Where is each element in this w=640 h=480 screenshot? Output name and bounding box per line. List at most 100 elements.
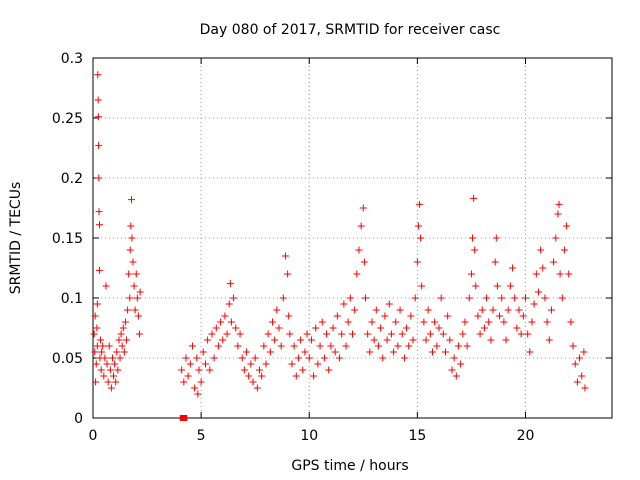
data-point bbox=[534, 288, 542, 296]
data-point bbox=[368, 318, 376, 326]
data-point bbox=[186, 360, 194, 368]
data-point bbox=[108, 354, 116, 362]
data-point bbox=[555, 200, 563, 208]
data-point bbox=[431, 318, 439, 326]
data-points bbox=[90, 71, 589, 421]
data-point bbox=[379, 354, 387, 362]
data-point bbox=[355, 246, 363, 254]
data-point bbox=[193, 354, 201, 362]
data-point bbox=[127, 196, 135, 204]
data-point bbox=[111, 360, 119, 368]
data-point bbox=[110, 372, 118, 380]
x-tick-label: 0 bbox=[89, 428, 98, 444]
data-point bbox=[268, 318, 276, 326]
data-point bbox=[299, 366, 307, 374]
data-point bbox=[383, 336, 391, 344]
x-tick-label: 10 bbox=[300, 428, 318, 444]
data-point bbox=[113, 348, 121, 356]
data-point bbox=[349, 330, 356, 338]
data-point bbox=[450, 354, 458, 362]
data-point bbox=[127, 222, 135, 230]
data-point bbox=[320, 354, 328, 362]
data-point bbox=[126, 246, 134, 254]
data-point bbox=[197, 378, 205, 386]
data-point bbox=[361, 294, 369, 302]
data-point bbox=[117, 330, 125, 338]
data-point bbox=[558, 294, 566, 302]
data-point bbox=[364, 330, 372, 338]
data-point bbox=[223, 330, 231, 338]
data-point bbox=[305, 354, 313, 362]
data-point bbox=[359, 204, 367, 212]
data-point bbox=[485, 318, 493, 326]
data-point bbox=[411, 294, 419, 302]
data-point bbox=[126, 294, 134, 302]
data-point bbox=[441, 348, 449, 356]
data-point bbox=[524, 330, 532, 338]
data-point bbox=[284, 270, 292, 278]
data-point bbox=[476, 330, 484, 338]
data-point bbox=[374, 342, 382, 350]
data-point bbox=[236, 330, 244, 338]
data-point bbox=[118, 342, 126, 350]
data-point bbox=[301, 348, 309, 356]
data-point bbox=[424, 306, 432, 314]
data-point bbox=[271, 336, 279, 344]
data-point bbox=[500, 318, 508, 326]
data-point bbox=[97, 336, 105, 344]
data-point bbox=[312, 324, 320, 332]
data-point bbox=[91, 312, 99, 320]
data-point bbox=[95, 208, 103, 216]
data-point bbox=[275, 324, 283, 332]
data-point bbox=[422, 336, 430, 344]
y-tick-label: 0.25 bbox=[52, 111, 83, 127]
data-point bbox=[133, 294, 141, 302]
data-point bbox=[260, 342, 268, 350]
data-point bbox=[240, 366, 248, 374]
data-point bbox=[433, 342, 441, 350]
data-point bbox=[478, 306, 486, 314]
data-point bbox=[377, 324, 385, 332]
data-point bbox=[366, 348, 374, 356]
data-point bbox=[331, 348, 339, 356]
x-axis-label: GPS time / hours bbox=[291, 458, 408, 474]
data-point bbox=[247, 360, 255, 368]
data-point bbox=[292, 372, 300, 380]
data-point bbox=[426, 330, 434, 338]
data-point bbox=[552, 234, 560, 242]
x-tick-label: 20 bbox=[517, 428, 535, 444]
data-point bbox=[554, 210, 562, 218]
data-point bbox=[467, 270, 475, 278]
data-point bbox=[225, 300, 233, 308]
data-point bbox=[221, 312, 229, 320]
data-point bbox=[184, 372, 192, 380]
data-point bbox=[121, 318, 129, 326]
data-point bbox=[106, 366, 114, 374]
data-point bbox=[245, 372, 253, 380]
data-point bbox=[325, 366, 333, 374]
data-point bbox=[413, 258, 421, 266]
data-point bbox=[480, 324, 488, 332]
data-point bbox=[318, 318, 326, 326]
data-point bbox=[416, 200, 424, 208]
data-point bbox=[307, 336, 315, 344]
data-point bbox=[208, 330, 216, 338]
data-point bbox=[547, 306, 555, 314]
data-point bbox=[454, 342, 462, 350]
data-point bbox=[502, 336, 510, 344]
data-point bbox=[470, 194, 478, 202]
data-point bbox=[124, 306, 132, 314]
data-point bbox=[105, 342, 113, 350]
data-point bbox=[130, 282, 138, 290]
data-point bbox=[491, 258, 499, 266]
data-point bbox=[107, 384, 115, 392]
data-point bbox=[550, 258, 558, 266]
data-point bbox=[288, 360, 296, 368]
data-point bbox=[390, 348, 398, 356]
x-tick-label: 5 bbox=[197, 428, 206, 444]
data-point bbox=[243, 348, 251, 356]
data-point bbox=[506, 282, 514, 290]
data-point bbox=[509, 264, 517, 272]
